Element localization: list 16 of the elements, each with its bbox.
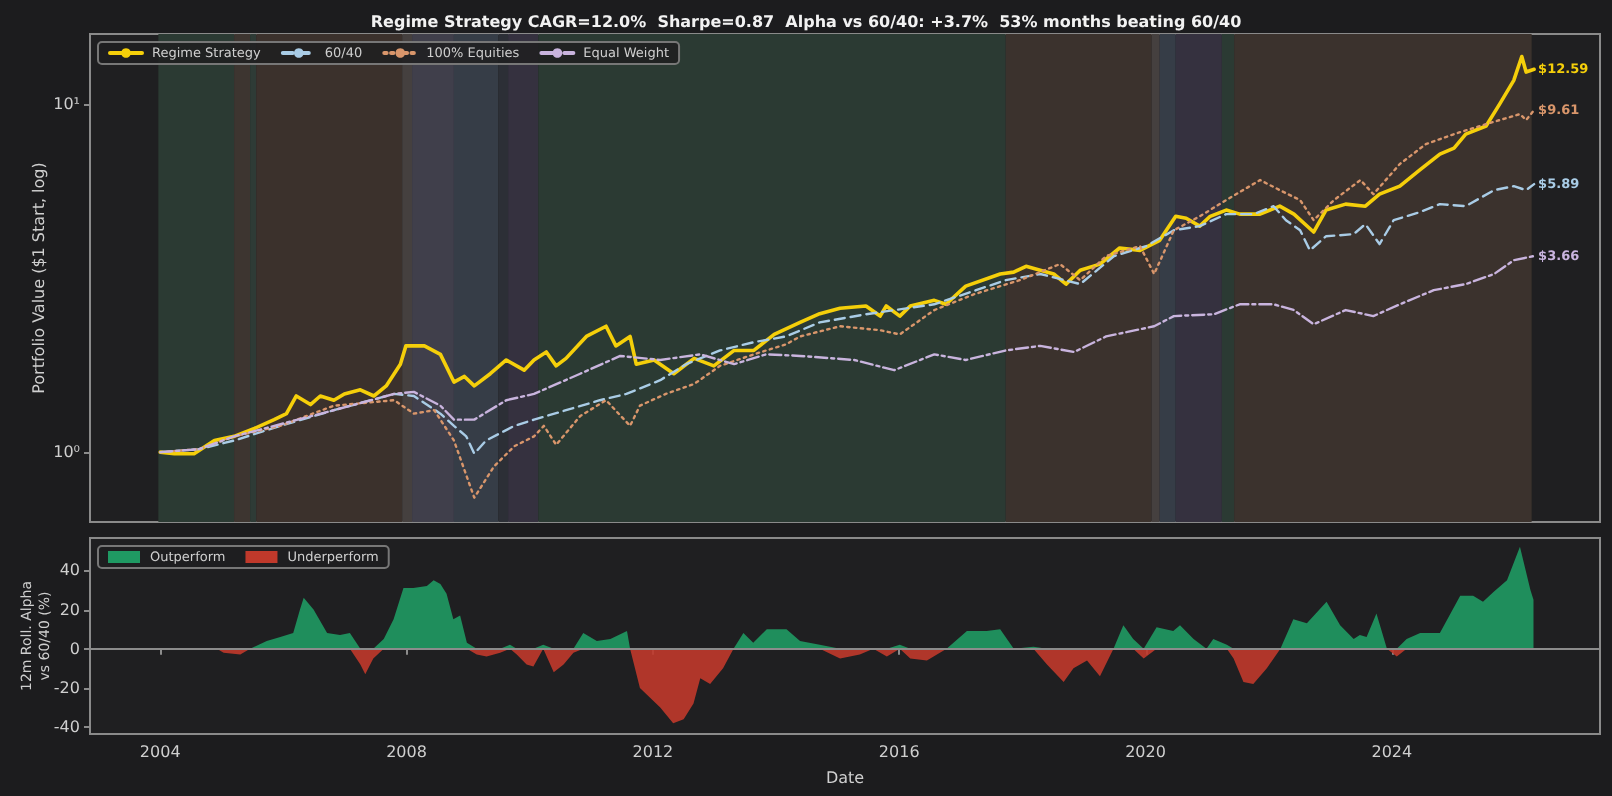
y-tick-label: 20 [59, 600, 80, 619]
x-tick-label: 2012 [632, 743, 674, 761]
y-tick-label: -40 [53, 718, 80, 737]
x-tick-label: 2024 [1371, 743, 1413, 761]
y-tick-label: 10⁰ [53, 443, 80, 462]
y-tick-label: -20 [53, 678, 80, 697]
y-axis-title: Portfolio Value ($1 Start, log) [30, 162, 48, 394]
x-tick-label: 2008 [386, 743, 427, 761]
y-tick-label: 10¹ [53, 95, 80, 114]
x-tick-label: 2020 [1125, 743, 1166, 761]
x-tick-label: 2004 [139, 743, 181, 761]
x-tick-label: 2016 [878, 743, 920, 761]
x-axis-title: Date [825, 769, 865, 787]
chart-title: Regime Strategy CAGR=12.0% Sharpe=0.87 Alpha vs 60/40: +3.7% 53% months beating 60/40 [370, 13, 1243, 31]
y-tick-label: 0 [69, 639, 80, 658]
y-tick-label: 40 [59, 561, 80, 580]
